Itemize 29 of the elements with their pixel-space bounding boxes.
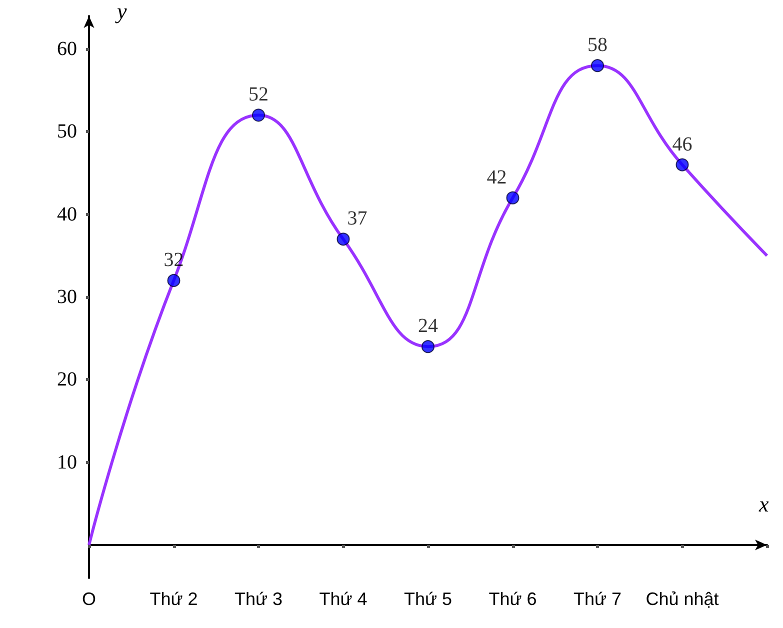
- point: [422, 340, 434, 354]
- x-tick-label: O: [82, 589, 96, 609]
- data-label: 37: [347, 208, 368, 230]
- data-label: 52: [248, 84, 268, 106]
- data-label: 58: [588, 34, 608, 56]
- x-axis-title: x: [758, 491, 769, 516]
- data-label: 42: [486, 166, 507, 188]
- y-axis-title: y: [115, 0, 127, 24]
- x-tick-label: Thứ 5: [404, 589, 452, 609]
- x-tick-label: Thứ 4: [319, 589, 368, 609]
- x-tick-label: Thứ 3: [234, 589, 283, 609]
- y-tick-label: 60: [57, 38, 77, 60]
- point: [167, 274, 180, 287]
- point: [591, 59, 604, 72]
- x-tick-label: Thứ 2: [150, 589, 198, 609]
- y-tick-label: 20: [57, 368, 77, 391]
- point: [676, 158, 689, 172]
- x-tick-label: Thứ 7: [573, 589, 622, 609]
- point: [506, 191, 520, 204]
- x-tick-label: Thứ 6: [488, 589, 537, 609]
- x-tick-label: Chủ nhật: [646, 589, 719, 609]
- y-tick-label: 10: [57, 451, 77, 474]
- y-tick-label: 40: [57, 203, 77, 226]
- point: [252, 108, 265, 122]
- point: [336, 232, 350, 246]
- y-tick-label: 50: [57, 120, 77, 143]
- y-tick-label: 30: [57, 286, 77, 308]
- data-label: 46: [672, 133, 692, 156]
- data-label: 24: [418, 315, 438, 338]
